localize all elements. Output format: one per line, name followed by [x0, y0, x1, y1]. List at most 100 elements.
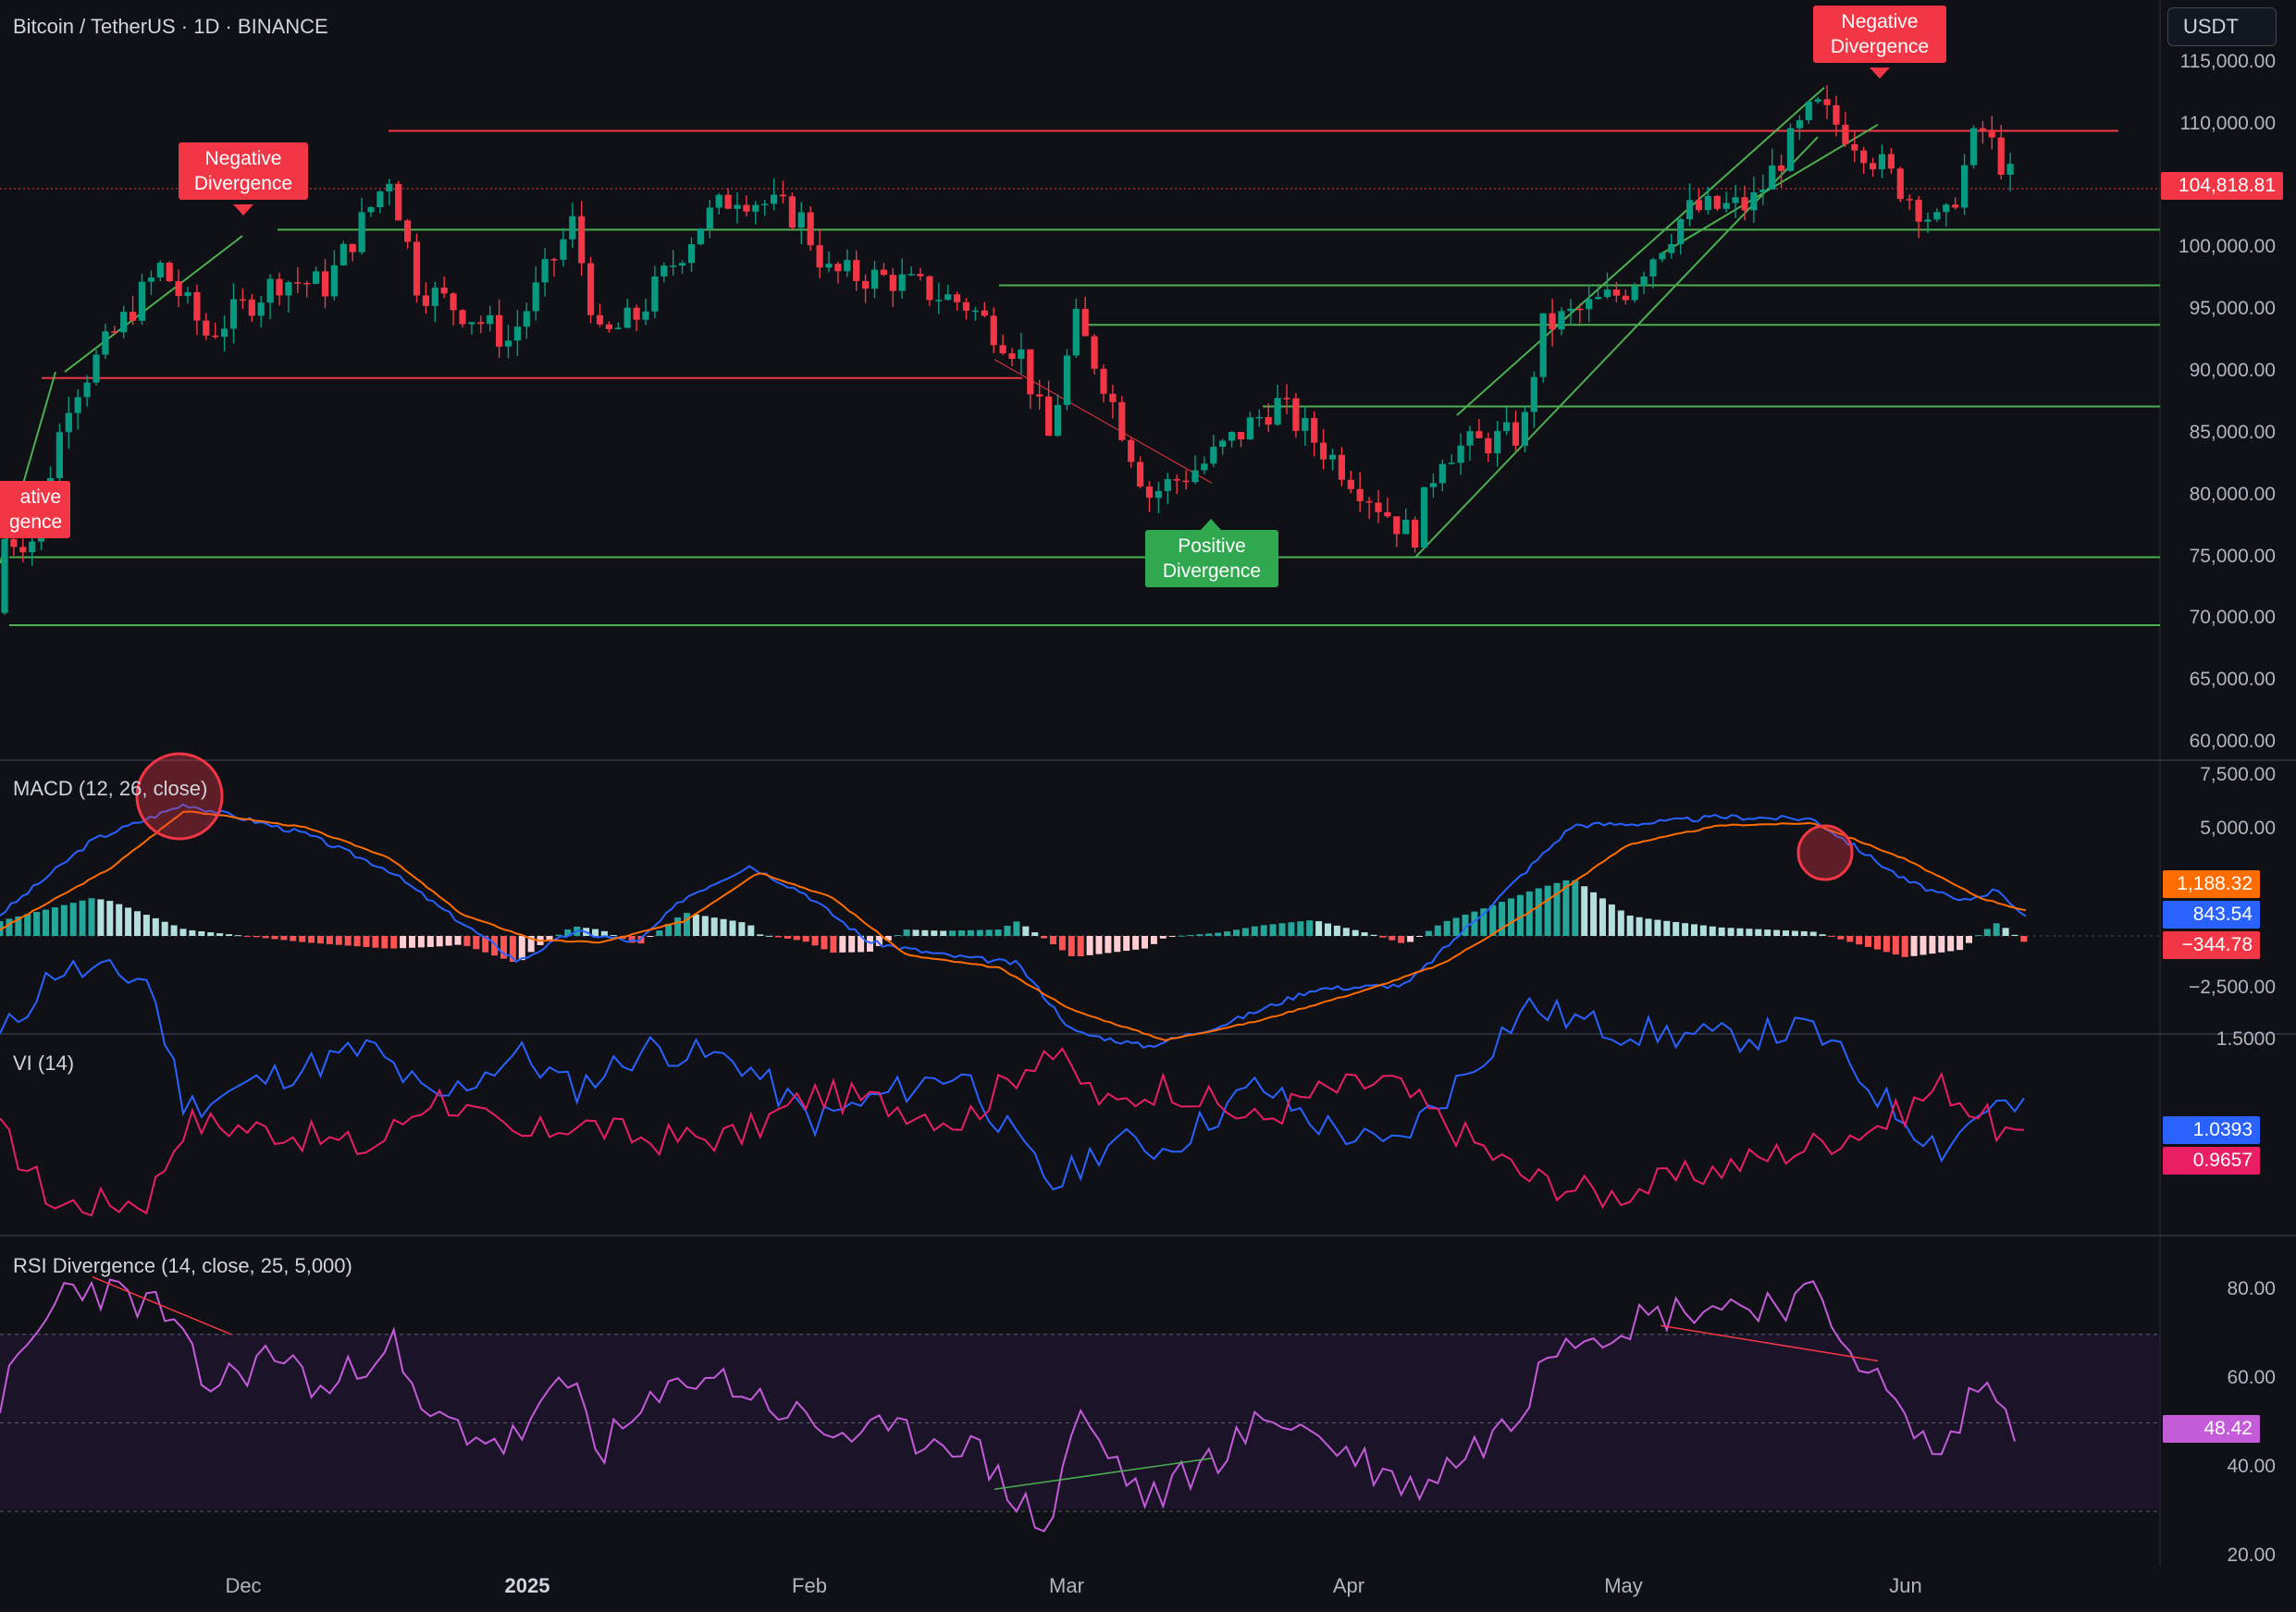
trend-left — [64, 235, 243, 373]
macd-histogram-bar — [1581, 886, 1588, 936]
candle-body — [276, 278, 283, 296]
candle-body — [468, 322, 475, 325]
macd-histogram-bar — [1159, 936, 1167, 939]
macd-histogram-bar — [1352, 929, 1359, 936]
candle-body — [1393, 516, 1401, 535]
vi-plus-badge: 1.0393 — [2163, 1116, 2260, 1144]
currency-button[interactable]: USDT — [2167, 7, 2277, 46]
candle-body — [1375, 502, 1382, 512]
symbol-title: Bitcoin / TetherUS · 1D · BINANCE — [13, 15, 328, 38]
candle-body — [1961, 165, 1969, 208]
macd-histogram-bar — [894, 935, 901, 937]
macd-histogram-bar — [1288, 922, 1295, 936]
candle-body — [1118, 401, 1126, 440]
candle-body — [166, 263, 173, 282]
candle-body — [651, 276, 659, 312]
macd-histogram-bar — [592, 929, 599, 936]
macd-histogram-bar — [1865, 936, 1872, 947]
candle-body — [807, 212, 814, 246]
macd-histogram-bar — [1599, 898, 1606, 936]
price-axis-label: 65,000.00 — [2189, 669, 2276, 691]
macd-histogram-bar — [1910, 936, 1918, 956]
time-axis-label: Jun — [1889, 1574, 1922, 1597]
macd-histogram-bar — [390, 936, 398, 949]
macd-histogram-bar — [967, 929, 974, 936]
macd-histogram-bar — [1416, 936, 1423, 937]
candle-body — [1686, 200, 1694, 220]
candle-body — [422, 295, 429, 306]
negative-divergence-label-edge: ative gence — [0, 481, 70, 538]
candle-body — [1283, 398, 1290, 400]
macd-histogram-bar — [684, 913, 690, 936]
macd-histogram-bar — [6, 918, 13, 936]
macd-histogram-bar — [1068, 936, 1075, 956]
macd-histogram-bar — [1516, 894, 1524, 936]
candle-body — [1100, 368, 1107, 394]
macd-histogram-bar — [1544, 885, 1551, 936]
candle-body — [83, 382, 91, 398]
candle-body — [1842, 124, 1849, 144]
candle-body — [367, 206, 375, 213]
candle-body — [1603, 289, 1611, 298]
rsi-axis-label: 60.00 — [2227, 1367, 2276, 1388]
candle-body — [1027, 349, 1034, 395]
macd-histogram-bar — [1901, 936, 1908, 957]
macd-histogram-bar — [1691, 924, 1697, 936]
macd-histogram-bar — [875, 936, 883, 946]
candle-body — [541, 259, 549, 283]
macd-histogram-bar — [1389, 936, 1396, 941]
candle-body — [1237, 432, 1245, 440]
candle-body — [1558, 311, 1565, 330]
macd-histogram-bar — [656, 930, 663, 936]
macd-histogram-bar — [417, 936, 425, 948]
macd-histogram-bar — [1370, 934, 1377, 936]
candle-body — [523, 311, 530, 327]
macd-histogram-bar — [60, 904, 68, 936]
macd-histogram-bar — [152, 917, 159, 936]
candle-body — [1054, 404, 1062, 437]
candle-body — [1045, 396, 1053, 437]
candle-body — [880, 269, 887, 276]
macd-histogram-bar — [1142, 936, 1148, 949]
signal-line — [0, 810, 2027, 1041]
macd-histogram-bar — [793, 936, 800, 941]
macd-histogram-bar — [1325, 923, 1331, 936]
macd-histogram-bar — [409, 936, 415, 948]
macd-histogram-bar — [1846, 936, 1854, 942]
macd-histogram-bar — [15, 916, 22, 936]
candle-body — [1878, 154, 1886, 170]
negative-divergence-label-left: Negative Divergence — [179, 142, 308, 200]
signal-value-badge: 1,188.32 — [2163, 870, 2260, 898]
macd-histogram-bar — [1764, 929, 1771, 936]
candle-body — [788, 196, 796, 228]
macd-histogram-bar — [1929, 936, 1936, 954]
macd-histogram-bar — [1050, 936, 1056, 944]
candle-body — [853, 260, 860, 281]
candle-body — [395, 183, 402, 221]
candle-body — [1969, 128, 1978, 166]
macd-histogram-bar — [858, 936, 865, 953]
macd-histogram-bar — [958, 930, 965, 936]
macd-histogram-bar — [1132, 936, 1140, 950]
candle-body — [926, 276, 933, 301]
candle-body — [1741, 197, 1748, 211]
macd-histogram-bar — [564, 929, 572, 936]
candle-body — [1732, 197, 1739, 203]
macd-histogram-bar — [1471, 911, 1478, 936]
candle-body — [1722, 203, 1730, 209]
macd-histogram-bar — [1297, 921, 1304, 936]
macd-histogram-bar — [674, 917, 682, 936]
macd-histogram-bar — [308, 936, 315, 943]
macd-histogram-bar — [1086, 936, 1093, 955]
macd-histogram-bar — [207, 932, 215, 936]
candle-body — [724, 194, 732, 209]
candle-body — [1786, 128, 1795, 171]
macd-histogram-bar — [1058, 936, 1066, 951]
macd-histogram-bar — [134, 911, 141, 936]
positive-divergence-label: Positive Divergence — [1145, 530, 1278, 587]
macd-divergence-circle — [135, 752, 224, 841]
macd-axis-label: 7,500.00 — [2200, 764, 2276, 785]
candle-body — [257, 302, 265, 316]
macd-histogram-bar — [344, 936, 352, 946]
